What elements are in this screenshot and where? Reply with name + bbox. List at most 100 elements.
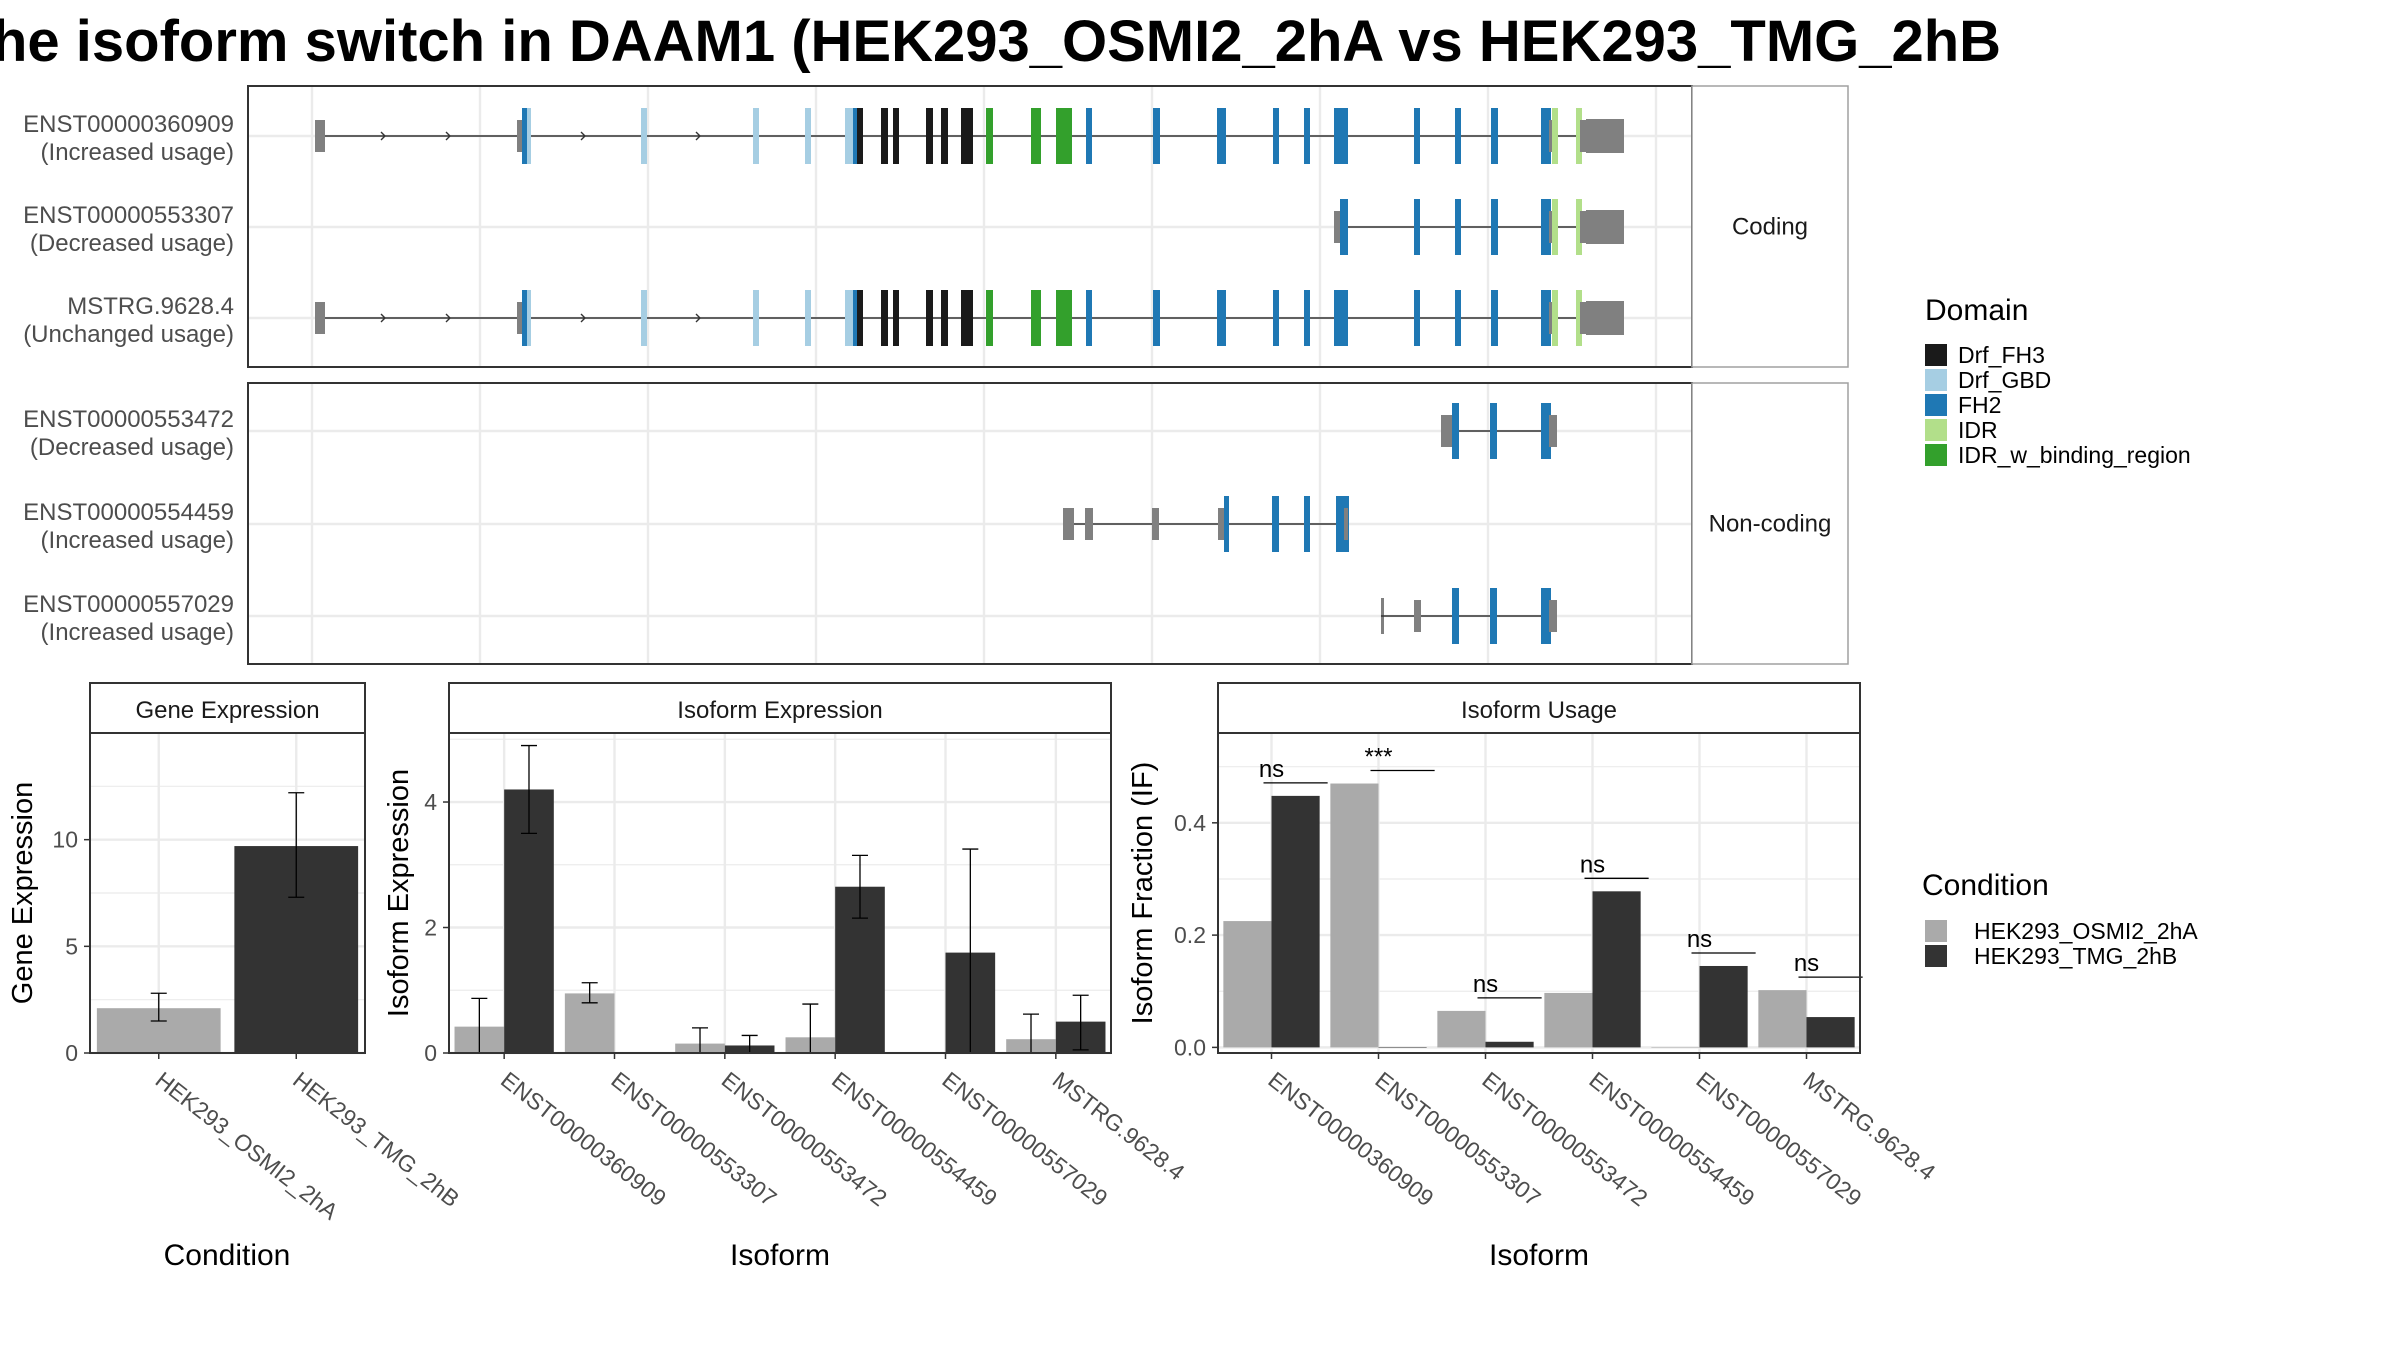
panel-strip <box>1217 682 1861 734</box>
domain-exon-drf-fh3 <box>941 290 948 346</box>
domain-exon-fh2 <box>1273 290 1279 346</box>
domain-exon-fh2 <box>1491 290 1498 346</box>
domain-exon-drf-fh3 <box>881 108 888 164</box>
significance-label: ns <box>1580 851 1605 878</box>
bar <box>1485 1041 1534 1048</box>
bar <box>1758 990 1807 1048</box>
domain-exon-drf-gbd <box>805 108 811 164</box>
isoform-usage-note: (Decreased usage) <box>30 230 234 257</box>
domain-exon-drf-fh3 <box>964 290 973 346</box>
utr-exon <box>1549 120 1553 152</box>
domain-exon-fh2 <box>1224 496 1229 552</box>
domain-exon-fh2 <box>1490 588 1497 644</box>
utr-exon <box>1344 508 1348 540</box>
y-axis-title: Gene Expression <box>7 782 39 1004</box>
domain-exon-fh2 <box>1452 588 1459 644</box>
domain-exon-idr-w-binding-region <box>1056 290 1072 346</box>
domain-exon-fh2 <box>1491 199 1498 255</box>
significance-label: ns <box>1794 950 1819 977</box>
domain-exon-fh2 <box>1217 108 1226 164</box>
domain-exon-drf-gbd <box>845 108 856 164</box>
domain-exon-idr <box>1576 108 1582 164</box>
significance-label: ns <box>1473 971 1498 998</box>
condition-legend-swatch <box>1925 920 1947 942</box>
panel-title: Isoform Expression <box>677 697 882 724</box>
utr-exon <box>1085 508 1093 540</box>
y-tick-label: 2 <box>424 915 437 941</box>
bar <box>1378 1047 1427 1048</box>
utr-exon <box>1580 302 1586 334</box>
utr-exon <box>1152 508 1159 540</box>
domain-legend-swatch <box>1925 419 1947 441</box>
utr-exon <box>315 302 325 334</box>
domain-exon-fh2 <box>1340 199 1348 255</box>
domain-exon-drf-fh3 <box>926 108 933 164</box>
domain-exon-drf-gbd <box>641 290 647 346</box>
isoform-label: ENST00000553307 <box>23 202 234 229</box>
domain-exon-fh2 <box>1541 588 1551 644</box>
isoform-label: ENST00000554459 <box>23 499 234 526</box>
y-tick-label: 5 <box>65 933 78 959</box>
y-tick-label: 0 <box>424 1040 437 1066</box>
y-axis-title: Isoform Fraction (IF) <box>1127 762 1159 1025</box>
domain-exon-drf-fh3 <box>941 108 948 164</box>
domain-exon-idr <box>1576 290 1582 346</box>
domain-legend-title: Domain <box>1925 294 2028 327</box>
isoform-label: ENST00000557029 <box>23 591 234 618</box>
condition-legend-label: HEK293_OSMI2_2hA <box>1974 918 2198 944</box>
domain-exon-idr <box>1552 199 1558 255</box>
plot-panel-bg <box>1218 733 1860 1053</box>
isoform-usage-note: (Decreased usage) <box>30 434 234 461</box>
bar <box>1330 783 1379 1048</box>
significance-label: *** <box>1364 744 1392 771</box>
domain-legend-swatch <box>1925 444 1947 466</box>
facet-strip <box>1691 382 1849 665</box>
domain-exon-fh2 <box>1541 199 1551 255</box>
domain-legend-swatch <box>1925 344 1947 366</box>
utr-exon <box>1549 211 1553 243</box>
domain-exon-drf-fh3 <box>926 290 933 346</box>
domain-exon-fh2 <box>1491 108 1498 164</box>
domain-exon-fh2 <box>1414 108 1420 164</box>
utr-exon <box>1549 302 1553 334</box>
utr-exon <box>1218 508 1225 540</box>
domain-exon-fh2 <box>1086 108 1092 164</box>
domain-exon-fh2 <box>853 290 860 346</box>
domain-exon-fh2 <box>1455 290 1461 346</box>
domain-legend-label: IDR <box>1958 417 1998 443</box>
domain-exon-fh2 <box>1541 108 1551 164</box>
domain-exon-idr <box>1576 199 1582 255</box>
utr-exon <box>1580 211 1586 243</box>
domain-exon-fh2 <box>1153 108 1160 164</box>
domain-exon-fh2 <box>1452 403 1459 459</box>
significance-label: ns <box>1259 756 1284 783</box>
isoform-label: ENST00000553472 <box>23 406 234 433</box>
domain-exon-fh2 <box>1455 108 1461 164</box>
y-tick-label: 0.4 <box>1174 810 1206 836</box>
domain-exon-idr-w-binding-region <box>986 290 993 346</box>
facet-label: Coding <box>1732 214 1808 241</box>
domain-exon-fh2 <box>1304 290 1310 346</box>
domain-exon-idr-w-binding-region <box>1031 108 1041 164</box>
domain-exon-drf-fh3 <box>857 108 863 164</box>
domain-exon-drf-fh3 <box>893 108 899 164</box>
domain-legend-label: Drf_FH3 <box>1958 342 2045 368</box>
domain-exon-fh2 <box>1304 496 1310 552</box>
domain-legend-swatch <box>1925 394 1947 416</box>
utr-exon <box>1414 600 1421 632</box>
y-tick-label: 10 <box>52 827 78 853</box>
bar <box>1651 1047 1700 1048</box>
strand-arrow <box>445 313 451 323</box>
utr-exon <box>1063 508 1074 540</box>
domain-legend-label: IDR_w_binding_region <box>1958 442 2191 468</box>
isoform-label: ENST00000360909 <box>23 111 234 138</box>
bar <box>1223 921 1272 1048</box>
domain-legend-label: FH2 <box>1958 392 2001 418</box>
domain-exon-fh2 <box>1334 290 1348 346</box>
utr-exon <box>1580 120 1586 152</box>
utr-exon <box>1586 210 1624 244</box>
bar <box>1271 795 1320 1048</box>
domain-exon-fh2 <box>1272 496 1279 552</box>
plot-panel-bg <box>449 733 1111 1053</box>
domain-exon-fh2 <box>1217 290 1226 346</box>
